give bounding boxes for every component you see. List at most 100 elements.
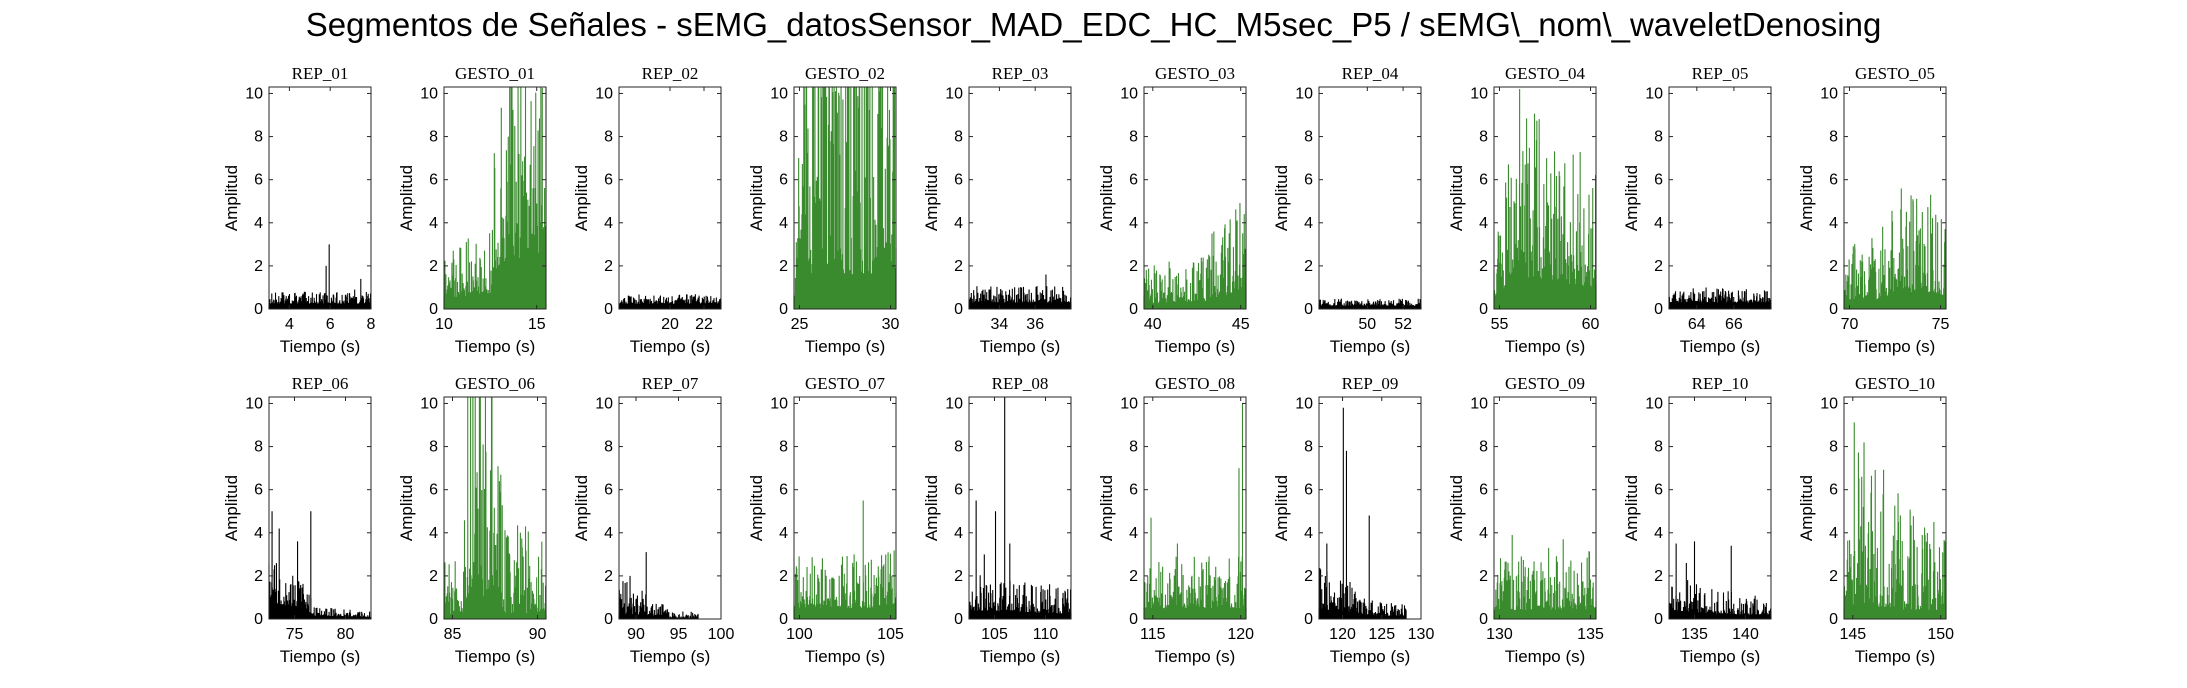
subplot-title: REP_09 [1342,374,1399,393]
subplot-title: GESTO_05 [1855,64,1935,83]
x-tick-label: 145 [1839,626,1866,643]
signal-trace [268,244,372,309]
y-tick-label: 8 [1829,439,1838,456]
y-tick-label: 8 [604,439,613,456]
x-axis-label: Tiempo (s) [1505,647,1586,666]
signal-trace [268,511,372,619]
y-tick-label: 8 [254,129,263,146]
y-axis-label: Amplitud [397,165,416,231]
x-axis-label: Tiempo (s) [980,647,1061,666]
y-tick-label: 8 [954,439,963,456]
signal-trace [443,87,547,309]
y-tick-label: 10 [1820,85,1838,102]
y-tick-label: 4 [429,215,438,232]
axes-box [618,396,722,620]
axes-box [793,86,897,310]
axes-box [443,86,547,310]
x-tick-label: 4 [285,316,294,333]
y-axis-label: Amplitud [1447,475,1466,541]
y-tick-label: 0 [604,611,613,628]
y-axis-label: Amplitud [922,165,941,231]
x-axis-label: Tiempo (s) [630,337,711,356]
y-tick-label: 10 [1470,85,1488,102]
y-tick-label: 2 [604,258,613,275]
y-tick-label: 4 [1479,215,1488,232]
x-tick-label: 150 [1927,626,1954,643]
x-axis-label: Tiempo (s) [1680,337,1761,356]
subplot-gesto-05: 0 2 4 6 8 10 70 75 GESTO_05 Tiempo (s) Amplitud [1797,64,1950,356]
y-axis-label: Amplitud [397,475,416,541]
y-axis-label: Amplitud [1272,165,1291,231]
signal-trace [1668,541,1772,619]
subplot-rep-09: 0 2 4 6 8 10 120 125 130 REP_09 Tiempo (s) Amplitud [1272,374,1434,666]
signal-trace [1843,422,1947,619]
x-tick-label: 20 [661,316,679,333]
figure-title: Segmentos de Señales - sEMG_datosSensor_… [305,6,1882,43]
y-tick-label: 10 [945,85,963,102]
subplot-title: GESTO_02 [805,64,885,83]
y-tick-label: 10 [1645,395,1663,412]
y-tick-label: 4 [604,525,613,542]
y-tick-label: 2 [1829,568,1838,585]
y-tick-label: 2 [1829,258,1838,275]
y-tick-label: 6 [1479,482,1488,499]
y-tick-label: 10 [1120,395,1138,412]
y-tick-label: 6 [1304,482,1313,499]
x-axis-label: Tiempo (s) [1855,337,1936,356]
signal-trace [1143,403,1247,619]
axes-box [1668,396,1772,620]
x-axis-label: Tiempo (s) [805,647,886,666]
y-tick-label: 8 [1479,129,1488,146]
subplot-title: REP_05 [1692,64,1749,83]
y-tick-label: 4 [1304,525,1313,542]
y-tick-label: 2 [429,258,438,275]
y-tick-label: 6 [429,172,438,189]
subplot-gesto-03: 0 2 4 6 8 10 40 45 GESTO_03 Tiempo (s) Amplitud [1097,64,1250,356]
y-tick-label: 6 [254,482,263,499]
y-axis-label: Amplitud [222,165,241,231]
y-tick-label: 8 [429,439,438,456]
axes-box [1143,396,1247,620]
x-axis-label: Tiempo (s) [805,337,886,356]
subplot-rep-04: 0 2 4 6 8 10 50 52 REP_04 Tiempo (s) Amplitud [1272,64,1422,356]
y-tick-label: 6 [429,482,438,499]
y-tick-label: 0 [954,301,963,318]
x-tick-label: 55 [1491,316,1509,333]
y-tick-label: 8 [1304,129,1313,146]
y-tick-label: 10 [945,395,963,412]
y-tick-label: 6 [1829,172,1838,189]
x-tick-label: 36 [1026,316,1044,333]
axes-box [268,86,372,310]
x-axis-label: Tiempo (s) [1330,337,1411,356]
y-tick-label: 6 [1129,482,1138,499]
subplot-gesto-04: 0 2 4 6 8 10 55 60 GESTO_04 Tiempo (s) Amplitud [1447,64,1600,356]
y-tick-label: 6 [1304,172,1313,189]
axes-box [618,86,722,310]
y-tick-label: 2 [954,568,963,585]
y-tick-label: 6 [779,482,788,499]
y-tick-label: 4 [1129,215,1138,232]
x-tick-label: 15 [528,316,546,333]
axes-box [1843,396,1947,620]
subplot-gesto-08: 0 2 4 6 8 10 115 120 GESTO_08 Tiempo (s) Amplitud [1097,374,1254,666]
x-axis-label: Tiempo (s) [1330,647,1411,666]
y-axis-label: Amplitud [572,475,591,541]
x-tick-label: 25 [791,316,809,333]
y-tick-label: 10 [1295,395,1313,412]
y-tick-label: 2 [1304,568,1313,585]
subplot-title: REP_03 [992,64,1049,83]
x-tick-label: 40 [1144,316,1162,333]
x-axis-label: Tiempo (s) [630,647,711,666]
subplot-title: GESTO_03 [1155,64,1235,83]
x-tick-label: 52 [1394,316,1412,333]
x-axis-label: Tiempo (s) [280,647,361,666]
y-tick-label: 4 [1654,525,1663,542]
signal-trace [1143,202,1247,309]
y-tick-label: 0 [1129,301,1138,318]
x-tick-label: 70 [1841,316,1859,333]
subplot-title: REP_10 [1692,374,1749,393]
signal-trace [1318,407,1407,619]
subplot-gesto-01: 0 2 4 6 8 10 10 15 GESTO_01 Tiempo (s) Amplitud [397,64,547,356]
y-tick-label: 2 [429,568,438,585]
y-tick-label: 2 [604,568,613,585]
